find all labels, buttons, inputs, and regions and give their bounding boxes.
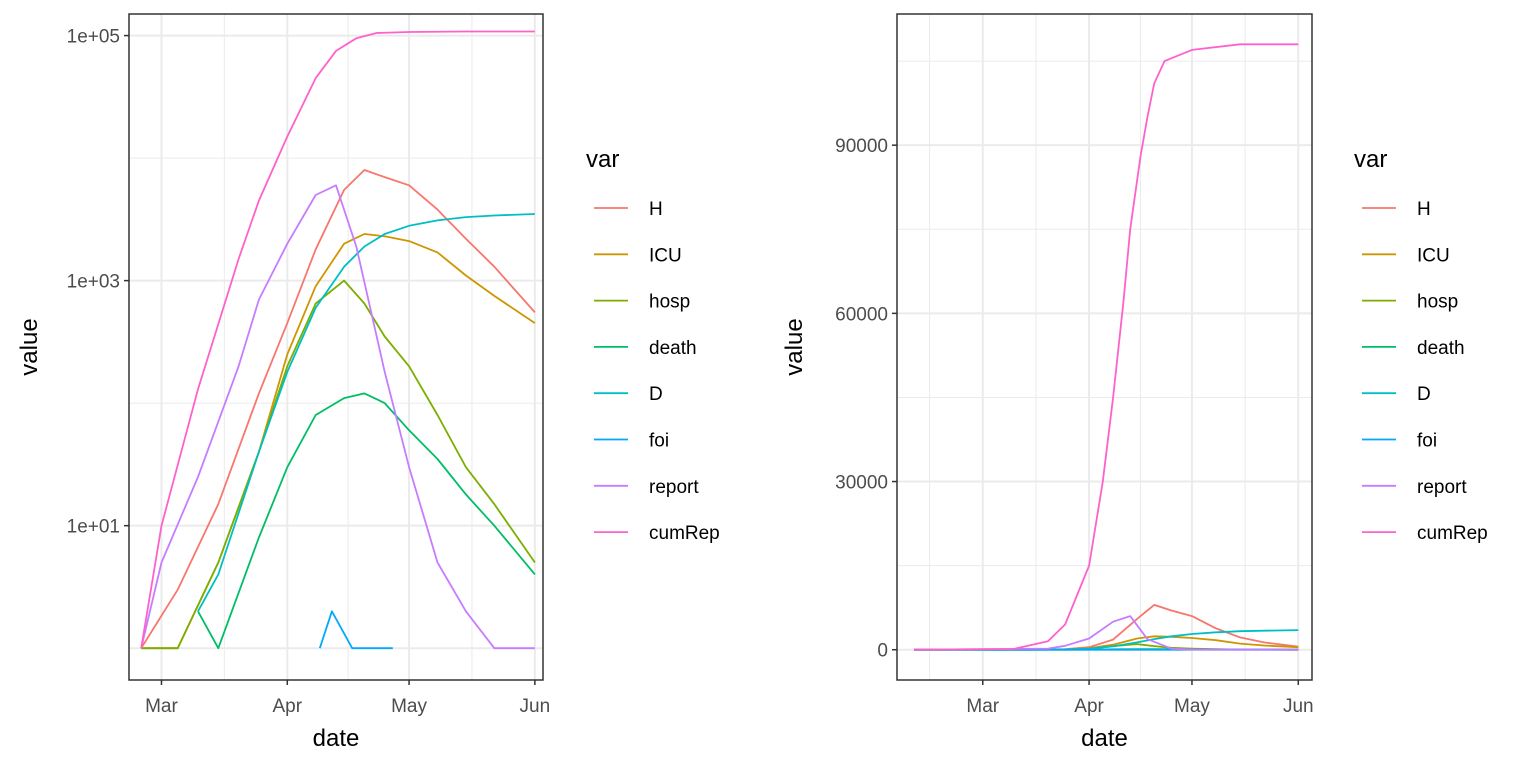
series-line-D <box>197 213 535 612</box>
legend-label-death: death <box>1417 338 1465 359</box>
legend-label-D: D <box>1417 384 1431 405</box>
linear-scale-panel: 0 30000 60000 90000 Mar Apr May Jun date value var… <box>781 13 1488 752</box>
legend-label-foi: foi <box>649 431 669 452</box>
series-line-H <box>140 169 536 649</box>
x-tick-label: Apr <box>1074 696 1104 717</box>
legend-label-cumRep: cumRep <box>649 523 720 544</box>
x-tick-label: May <box>1174 696 1210 717</box>
legend-title: var <box>586 146 619 173</box>
legend-label-ICU: ICU <box>649 245 682 266</box>
x-tick-label: Mar <box>966 696 999 717</box>
y-tick-label: 90000 <box>835 136 888 157</box>
series-line-cumRep <box>140 30 535 649</box>
series-line-death <box>197 392 536 650</box>
x-axis-title: date <box>313 725 360 752</box>
y-tick-label: 1e+01 <box>67 517 120 538</box>
legend-label-cumRep: cumRep <box>1417 523 1488 544</box>
legend-label-death: death <box>649 338 697 359</box>
legend-title: var <box>1354 146 1387 173</box>
series-group <box>914 43 1299 651</box>
panel-background <box>129 14 543 680</box>
legend-label-D: D <box>649 384 663 405</box>
y-axis-title: value <box>16 318 43 375</box>
series-line-hosp <box>141 279 536 650</box>
series-line-foi <box>318 610 393 650</box>
x-tick-label: Jun <box>520 696 551 717</box>
legend-label-hosp: hosp <box>649 292 690 313</box>
y-tick-label: 0 <box>877 641 888 662</box>
legend-label-hosp: hosp <box>1417 292 1458 313</box>
y-tick-label: 1e+05 <box>67 27 120 48</box>
log-scale-panel: 1e+01 1e+03 1e+05 Mar Apr May Jun date value var H… <box>16 13 720 752</box>
legend-label-ICU: ICU <box>1417 245 1450 266</box>
series-line-report <box>914 615 1299 651</box>
series-line-cumRep <box>914 43 1299 651</box>
x-axis-title: date <box>1081 725 1128 752</box>
x-tick-label: Apr <box>273 696 303 717</box>
series-line-report <box>140 184 535 650</box>
y-axis-title: value <box>781 318 808 375</box>
x-tick-label: Mar <box>145 696 178 717</box>
y-tick-label: 1e+03 <box>67 272 120 293</box>
legend-label-foi: foi <box>1417 431 1437 452</box>
panel-border <box>128 13 544 681</box>
y-tick-label: 60000 <box>835 304 888 325</box>
legend-label-H: H <box>1417 199 1431 220</box>
panel-background <box>897 14 1312 680</box>
x-tick-label: Jun <box>1283 696 1314 717</box>
panel-border <box>896 13 1313 681</box>
x-tick-label: May <box>391 696 427 717</box>
series-group <box>140 30 536 650</box>
legend-label-report: report <box>1417 477 1467 498</box>
legend-label-H: H <box>649 199 663 220</box>
y-tick-label: 30000 <box>835 473 888 494</box>
legend-label-report: report <box>649 477 699 498</box>
